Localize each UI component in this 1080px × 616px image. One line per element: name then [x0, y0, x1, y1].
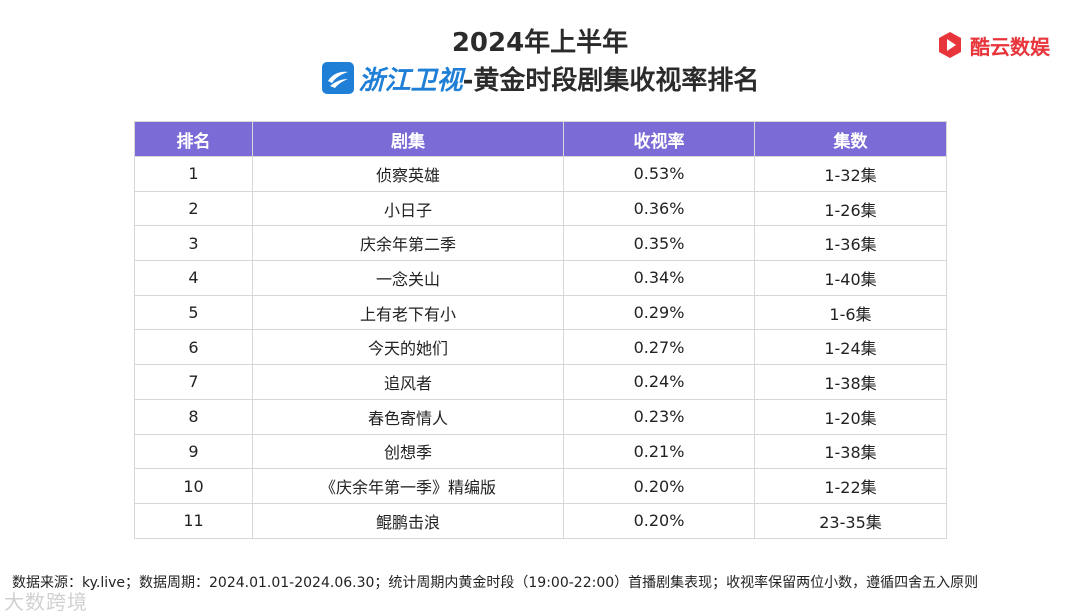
cell-episodes: 1-38集 — [754, 364, 947, 400]
cell-rank: 4 — [134, 260, 253, 296]
table-row: 9 创想季 0.21% 1-38集 — [134, 433, 947, 470]
cell-rating: 0.20% — [563, 502, 755, 539]
table-row: 1 侦察英雄 0.53% 1-32集 — [134, 156, 947, 192]
cell-series: 追风者 — [252, 364, 564, 400]
page-title-main: -黄金时段剧集收视率排名 — [462, 65, 760, 96]
cell-series: 一念关山 — [252, 260, 564, 296]
cell-series: 今天的她们 — [252, 329, 564, 366]
column-header-rating: 收视率 — [563, 121, 755, 157]
brand-logo: 酷云数娱 — [936, 30, 1050, 60]
cell-rating: 0.21% — [563, 433, 755, 470]
watermark: 大数跨境 — [4, 590, 88, 614]
cell-rank: 2 — [134, 190, 253, 227]
column-header-episodes: 集数 — [754, 121, 947, 157]
cell-series: 侦察英雄 — [252, 156, 564, 192]
page-title: 浙江卫视 -黄金时段剧集收视率排名 — [0, 60, 1080, 96]
cell-episodes: 1-20集 — [754, 398, 947, 435]
data-source-footnote: 数据来源：ky.live；数据周期：2024.01.01-2024.06.30；… — [12, 575, 979, 591]
column-header-rank: 排名 — [134, 121, 253, 157]
cell-rank: 1 — [134, 156, 253, 192]
cell-rating: 0.20% — [563, 468, 755, 504]
table-row: 10 《庆余年第一季》精编版 0.20% 1-22集 — [134, 468, 947, 504]
cell-rank: 10 — [134, 468, 253, 504]
cell-series: 鲲鹏击浪 — [252, 502, 564, 539]
page-title-year: 2024年上半年 — [451, 28, 629, 58]
cell-rank: 8 — [134, 398, 253, 435]
cell-episodes: 1-24集 — [754, 329, 947, 366]
cell-series: 创想季 — [252, 433, 564, 470]
table-header-row: 排名 剧集 收视率 集数 — [134, 121, 947, 157]
cell-episodes: 1-38集 — [754, 433, 947, 470]
cell-series: 小日子 — [252, 190, 564, 227]
play-hexagon-icon — [939, 32, 961, 58]
table-row: 11 鲲鹏击浪 0.20% 23-35集 — [134, 502, 947, 539]
zhejiang-tv-logo-icon — [321, 62, 354, 94]
ranking-table: 排名 剧集 收视率 集数 1 侦察英雄 0.53% 1-32集 2 小日子 0.36% 1-2… — [134, 121, 947, 539]
cell-rating: 0.29% — [563, 294, 755, 331]
cell-rank: 11 — [134, 502, 253, 539]
cell-episodes: 1-22集 — [754, 468, 947, 504]
column-header-series: 剧集 — [252, 121, 564, 157]
cell-series: 上有老下有小 — [252, 294, 564, 331]
cell-episodes: 1-40集 — [754, 260, 947, 296]
cell-rating: 0.34% — [563, 260, 755, 296]
cell-rating: 0.53% — [563, 156, 755, 192]
table-row: 6 今天的她们 0.27% 1-24集 — [134, 329, 947, 366]
cell-rating: 0.23% — [563, 398, 755, 435]
table-row: 2 小日子 0.36% 1-26集 — [134, 190, 947, 227]
cell-rank: 3 — [134, 225, 253, 262]
cell-rating: 0.36% — [563, 190, 755, 227]
cell-series: 《庆余年第一季》精编版 — [252, 468, 564, 504]
table-row: 7 追风者 0.24% 1-38集 — [134, 364, 947, 400]
cell-rating: 0.24% — [563, 364, 755, 400]
cell-episodes: 1-6集 — [754, 294, 947, 331]
table-row: 4 一念关山 0.34% 1-40集 — [134, 260, 947, 296]
cell-rank: 6 — [134, 329, 253, 366]
cell-rating: 0.35% — [563, 225, 755, 262]
table-row: 3 庆余年第二季 0.35% 1-36集 — [134, 225, 947, 262]
cell-episodes: 1-26集 — [754, 190, 947, 227]
brand-name: 酷云数娱 — [970, 34, 1050, 59]
cell-rank: 5 — [134, 294, 253, 331]
channel-name: 浙江卫视 — [358, 65, 463, 96]
cell-episodes: 1-32集 — [754, 156, 947, 192]
cell-episodes: 1-36集 — [754, 225, 947, 262]
cell-series: 庆余年第二季 — [252, 225, 564, 262]
table-row: 5 上有老下有小 0.29% 1-6集 — [134, 294, 947, 331]
cell-rank: 9 — [134, 433, 253, 470]
cell-series: 春色寄情人 — [252, 398, 564, 435]
table-row: 8 春色寄情人 0.23% 1-20集 — [134, 398, 947, 435]
cell-rank: 7 — [134, 364, 253, 400]
cell-episodes: 23-35集 — [754, 502, 947, 539]
cell-rating: 0.27% — [563, 329, 755, 366]
